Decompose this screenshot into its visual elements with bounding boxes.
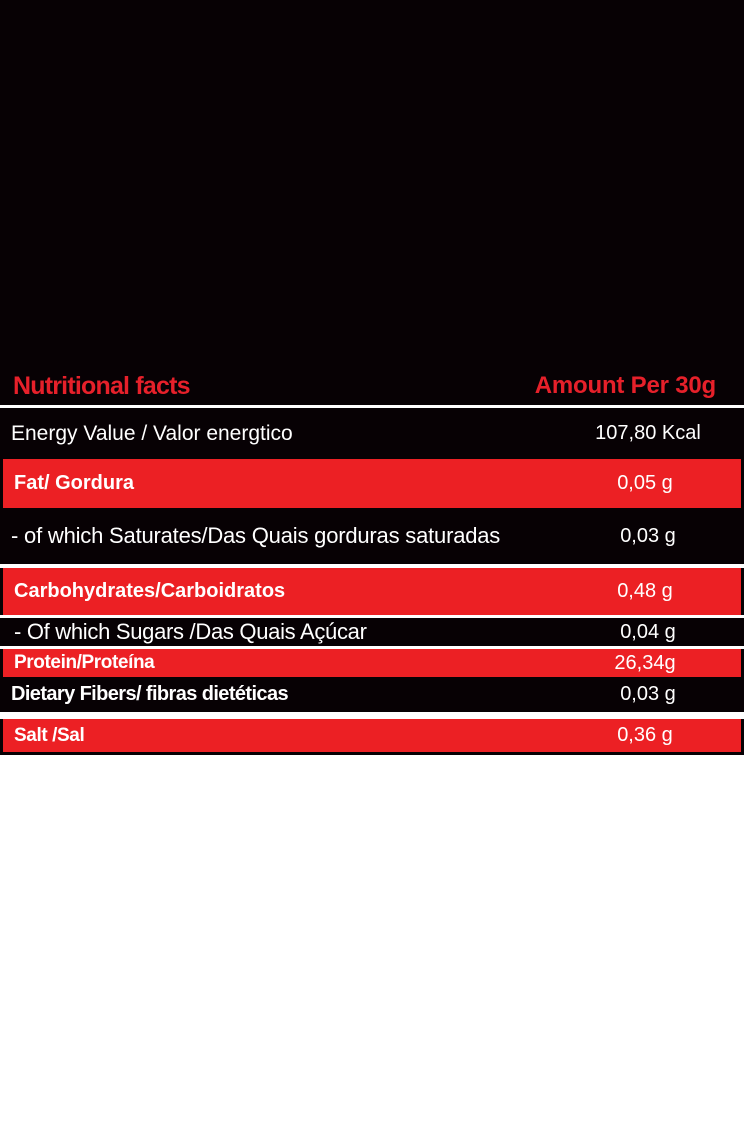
row-fat: Fat/ Gordura 0,05 g [0, 459, 744, 508]
nutrient-label: Carbohydrates/Carboidratos [14, 580, 286, 602]
top-black-field: Nutritional facts Amount Per 30g [0, 0, 744, 405]
nutrient-value: 0,05 g [617, 472, 673, 494]
row-saturates: - of which Saturates/Das Quais gorduras … [0, 508, 744, 564]
row-salt: Salt /Sal 0,36 g [0, 719, 744, 752]
nutrient-label: - of which Saturates/Das Quais gorduras … [11, 523, 501, 548]
nutrient-label: Dietary Fibers/ fibras dietéticas [11, 683, 289, 705]
nutrient-label: Protein/Proteína [14, 652, 155, 673]
nutrient-label: - Of which Sugars /Das Quais Açúcar [14, 619, 367, 644]
nutrient-value: 0,48 g [617, 580, 673, 602]
row-protein: Protein/Proteína 26,34g [0, 649, 744, 677]
nutrient-label: Fat/ Gordura [14, 472, 135, 494]
row-dietary-fibers: Dietary Fibers/ fibras dietéticas 0,03 g [0, 677, 744, 712]
nutrient-value: 107,80 Kcal [595, 422, 701, 444]
nutrient-label: Energy Value / Valor energtico [11, 421, 293, 445]
nutrient-value: 0,04 g [620, 620, 676, 643]
row-separator [0, 712, 744, 719]
amount-per-serving-label: Amount Per 30g [534, 372, 716, 399]
row-sugars: - Of which Sugars /Das Quais Açúcar 0,04… [0, 618, 744, 646]
nutrient-value: 0,03 g [620, 683, 676, 705]
table-bottom-border [0, 752, 744, 755]
nutrient-value: 0,03 g [620, 524, 676, 547]
row-carbohydrates: Carbohydrates/Carboidratos 0,48 g [0, 568, 744, 615]
table-title: Nutritional facts [13, 371, 191, 400]
row-energy: Energy Value / Valor energtico 107,80 Kc… [0, 408, 744, 459]
nutrition-table: Energy Value / Valor energtico 107,80 Kc… [0, 408, 744, 755]
nutrient-value: 0,36 g [617, 724, 673, 746]
nutrient-label: Salt /Sal [14, 724, 85, 746]
table-header: Nutritional facts Amount Per 30g [0, 367, 744, 405]
nutrient-value: 26,34g [614, 651, 676, 674]
